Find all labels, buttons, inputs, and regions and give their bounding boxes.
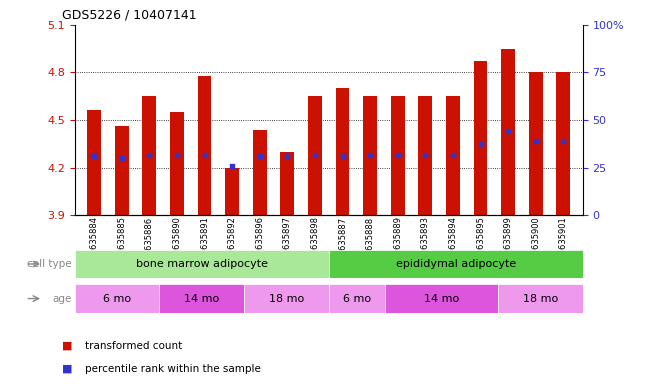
Bar bbox=[329, 284, 385, 313]
Point bbox=[365, 152, 376, 158]
Bar bbox=[419, 96, 432, 215]
Text: GDS5226 / 10407141: GDS5226 / 10407141 bbox=[62, 8, 197, 21]
Point bbox=[475, 141, 486, 147]
Point bbox=[172, 152, 182, 158]
Text: ■: ■ bbox=[62, 341, 72, 351]
Point bbox=[420, 152, 430, 158]
Text: age: age bbox=[52, 293, 72, 304]
Text: 14 mo: 14 mo bbox=[424, 293, 459, 304]
Text: ■: ■ bbox=[62, 364, 72, 374]
Bar bbox=[308, 96, 322, 215]
Bar bbox=[87, 111, 101, 215]
Point bbox=[558, 137, 568, 144]
Point bbox=[199, 152, 210, 158]
Bar bbox=[446, 96, 460, 215]
Text: transformed count: transformed count bbox=[85, 341, 182, 351]
Point bbox=[227, 163, 238, 169]
Bar bbox=[498, 284, 583, 313]
Point bbox=[393, 152, 403, 158]
Bar bbox=[329, 250, 583, 278]
Bar bbox=[75, 250, 329, 278]
Text: epididymal adipocyte: epididymal adipocyte bbox=[396, 259, 516, 269]
Point bbox=[310, 152, 320, 158]
Text: cell type: cell type bbox=[27, 259, 72, 269]
Text: 6 mo: 6 mo bbox=[103, 293, 132, 304]
Point bbox=[89, 153, 100, 159]
Point bbox=[337, 153, 348, 159]
Point bbox=[531, 137, 541, 144]
Bar bbox=[198, 76, 212, 215]
Point bbox=[255, 153, 265, 159]
Bar bbox=[391, 96, 405, 215]
Bar bbox=[170, 112, 184, 215]
Bar bbox=[159, 284, 244, 313]
Bar bbox=[501, 49, 515, 215]
Text: 18 mo: 18 mo bbox=[269, 293, 304, 304]
Bar bbox=[336, 88, 350, 215]
Point bbox=[503, 128, 514, 134]
Point bbox=[117, 155, 127, 161]
Bar bbox=[115, 126, 129, 215]
Bar bbox=[281, 152, 294, 215]
Bar bbox=[143, 96, 156, 215]
Text: percentile rank within the sample: percentile rank within the sample bbox=[85, 364, 260, 374]
Bar bbox=[244, 284, 329, 313]
Bar bbox=[225, 167, 239, 215]
Bar bbox=[385, 284, 498, 313]
Bar bbox=[363, 96, 377, 215]
Point bbox=[282, 153, 292, 159]
Bar bbox=[557, 73, 570, 215]
Bar bbox=[75, 284, 159, 313]
Text: bone marrow adipocyte: bone marrow adipocyte bbox=[136, 259, 268, 269]
Bar bbox=[474, 61, 488, 215]
Text: 18 mo: 18 mo bbox=[523, 293, 558, 304]
Point bbox=[448, 152, 458, 158]
Bar bbox=[529, 73, 543, 215]
Text: 6 mo: 6 mo bbox=[343, 293, 371, 304]
Text: 14 mo: 14 mo bbox=[184, 293, 219, 304]
Bar bbox=[253, 129, 267, 215]
Point bbox=[144, 152, 154, 158]
